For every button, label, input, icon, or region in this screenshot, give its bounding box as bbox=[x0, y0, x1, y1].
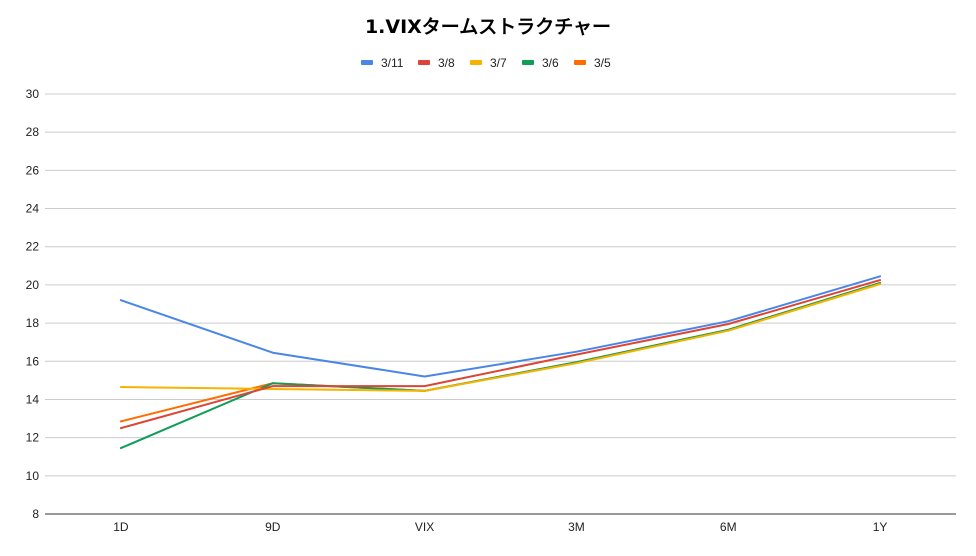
x-axis-ticks: 1D 9D VIX 3M 6M 1Y bbox=[113, 520, 887, 534]
y-tick-label: 8 bbox=[32, 507, 39, 521]
legend-label: 3/7 bbox=[490, 56, 507, 70]
x-tick-label: 9D bbox=[265, 520, 281, 534]
legend-swatch bbox=[574, 60, 586, 65]
legend-swatch bbox=[522, 60, 534, 65]
y-tick-label: 28 bbox=[26, 125, 40, 139]
legend: 3/11 3/8 3/7 3/6 3/5 bbox=[361, 56, 611, 70]
series-line-3-5 bbox=[119, 282, 882, 423]
x-tick-label: VIX bbox=[415, 520, 434, 534]
legend-swatch bbox=[418, 60, 430, 65]
series-line-3-11 bbox=[119, 275, 882, 378]
y-tick-label: 12 bbox=[26, 431, 40, 445]
legend-label: 3/6 bbox=[542, 56, 559, 70]
legend-swatch bbox=[361, 60, 373, 65]
series-lines bbox=[119, 275, 882, 450]
x-tick-label: 6M bbox=[720, 520, 737, 534]
y-tick-label: 10 bbox=[26, 469, 40, 483]
x-tick-label: 1D bbox=[113, 520, 129, 534]
x-tick-label: 3M bbox=[568, 520, 585, 534]
y-tick-label: 30 bbox=[26, 87, 40, 101]
legend-label: 3/5 bbox=[594, 56, 611, 70]
series-line-3-8 bbox=[119, 279, 882, 430]
legend-swatch bbox=[470, 60, 482, 65]
y-tick-label: 16 bbox=[26, 354, 40, 368]
series-line-3-7 bbox=[119, 283, 882, 392]
legend-label: 3/11 bbox=[381, 56, 404, 70]
y-tick-label: 18 bbox=[26, 316, 40, 330]
y-tick-label: 24 bbox=[26, 202, 40, 216]
gridlines bbox=[45, 93, 956, 515]
x-tick-label: 1Y bbox=[873, 520, 888, 534]
y-tick-label: 14 bbox=[26, 392, 40, 406]
y-tick-label: 26 bbox=[26, 163, 40, 177]
y-axis-ticks: 8 10 12 14 16 18 20 22 24 26 28 30 bbox=[26, 87, 40, 521]
y-tick-label: 22 bbox=[26, 240, 40, 254]
legend-label: 3/8 bbox=[438, 56, 455, 70]
series-line-3-6 bbox=[119, 282, 882, 450]
y-tick-label: 20 bbox=[26, 278, 40, 292]
chart-title: 1.VIXタームストラクチャー bbox=[365, 16, 611, 38]
